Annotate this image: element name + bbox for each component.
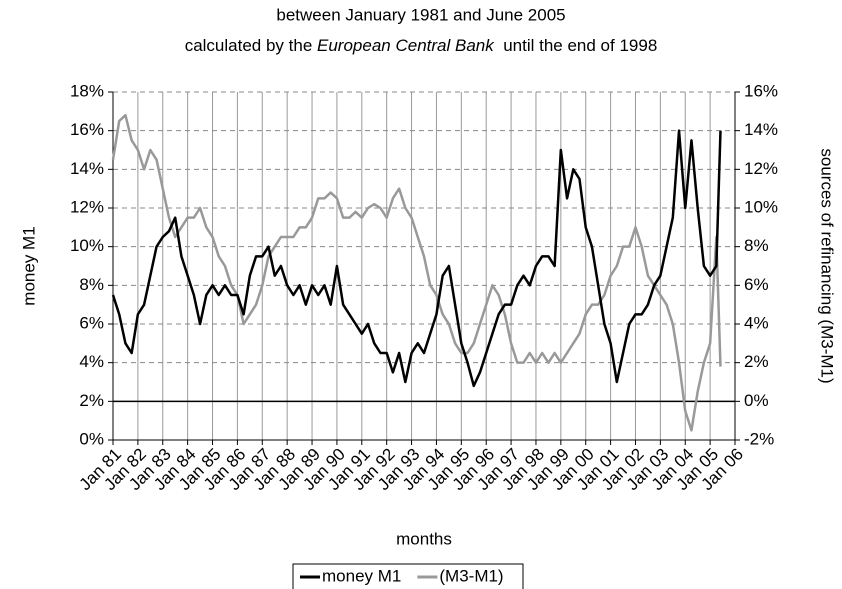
- legend-label: (M3-M1): [439, 566, 503, 585]
- x-axis-label: months: [396, 529, 452, 548]
- y-tick-label: 2%: [79, 391, 104, 410]
- y2-tick-label: 6%: [744, 275, 769, 294]
- legend-label: money M1: [322, 566, 401, 585]
- series-line: [111, 129, 722, 388]
- subtitle-part: European Central Bank: [317, 36, 495, 55]
- chart-title: between January 1981 and June 2005: [276, 5, 565, 24]
- y-tick-label: 14%: [70, 159, 104, 178]
- y2-tick-label: 16%: [744, 81, 778, 100]
- legend-box: [292, 563, 524, 589]
- y-axis-label: money M1: [19, 226, 38, 305]
- subtitle-part: calculated by the: [185, 36, 317, 55]
- y2-tick-label: 14%: [744, 120, 778, 139]
- chart-subtitle: calculated by the European Central Bank …: [185, 36, 658, 55]
- y-tick-label: 12%: [70, 197, 104, 216]
- y2-tick-label: 2%: [744, 352, 769, 371]
- y-tick-label: 16%: [70, 120, 104, 139]
- grid: [112, 91, 736, 441]
- y-tick-label: 0%: [79, 429, 104, 448]
- y2-tick-label: -2%: [744, 429, 774, 448]
- y2-axis-label: sources of refinancing (M3-M1): [818, 148, 837, 383]
- subtitle-part: until the end of 1998: [494, 36, 658, 55]
- y2-tick-label: 0%: [744, 391, 769, 410]
- y-tick-label: 8%: [79, 275, 104, 294]
- y2-tick-label: 10%: [744, 197, 778, 216]
- y-tick-label: 4%: [79, 352, 104, 371]
- y2-tick-label: 8%: [744, 236, 769, 255]
- y-tick-label: 10%: [70, 236, 104, 255]
- series-line: [111, 113, 722, 432]
- y-tick-label: 6%: [79, 313, 104, 332]
- y2-tick-label: 4%: [744, 313, 769, 332]
- y2-tick-label: 12%: [744, 159, 778, 178]
- y-tick-label: 18%: [70, 81, 104, 100]
